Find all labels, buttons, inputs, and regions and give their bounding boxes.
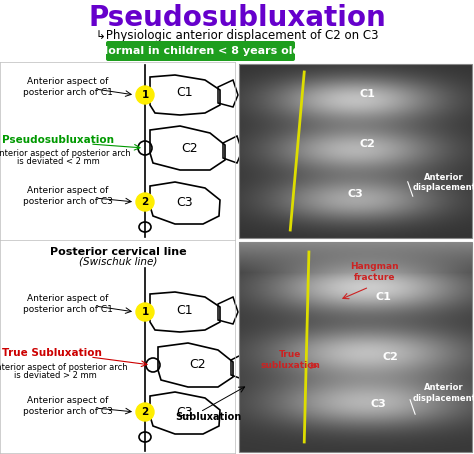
Text: Pseudosubluxation: Pseudosubluxation xyxy=(2,135,114,145)
Circle shape xyxy=(136,303,154,321)
Text: Anterior aspect of
posterior arch of C3: Anterior aspect of posterior arch of C3 xyxy=(23,186,113,206)
Text: Anterior aspect of
posterior arch of C3: Anterior aspect of posterior arch of C3 xyxy=(23,396,113,416)
Text: C1: C1 xyxy=(177,87,193,99)
Text: Pseudosubluxation: Pseudosubluxation xyxy=(88,4,386,32)
Text: If anterior aspect of posterior arch: If anterior aspect of posterior arch xyxy=(0,362,128,371)
Text: True
subluxation: True subluxation xyxy=(260,350,320,370)
Text: is deviated > 2 mm: is deviated > 2 mm xyxy=(14,370,96,380)
Text: Anterior
displacement: Anterior displacement xyxy=(412,173,474,192)
Text: C2: C2 xyxy=(182,142,198,154)
Text: Anterior aspect of
posterior arch of C1: Anterior aspect of posterior arch of C1 xyxy=(23,77,113,97)
Text: Posterior cervical line: Posterior cervical line xyxy=(50,247,186,257)
Text: 2: 2 xyxy=(141,407,149,417)
Circle shape xyxy=(136,403,154,421)
Text: Normal in children < 8 years old: Normal in children < 8 years old xyxy=(100,46,301,56)
Text: C2: C2 xyxy=(190,359,206,371)
Text: is deviated < 2 mm: is deviated < 2 mm xyxy=(17,157,100,166)
Text: Anterior aspect of
posterior arch of C1: Anterior aspect of posterior arch of C1 xyxy=(23,294,113,314)
Text: C2: C2 xyxy=(383,352,398,362)
Text: C3: C3 xyxy=(347,189,364,199)
Text: C3: C3 xyxy=(177,196,193,208)
Text: If anterior aspect of posterior arch: If anterior aspect of posterior arch xyxy=(0,148,130,158)
Circle shape xyxy=(136,86,154,104)
Text: (Swischuk line): (Swischuk line) xyxy=(79,257,157,267)
Text: C1: C1 xyxy=(375,292,392,302)
Text: C3: C3 xyxy=(177,405,193,419)
Text: 2: 2 xyxy=(141,197,149,207)
Text: Subluxation: Subluxation xyxy=(175,412,241,422)
FancyBboxPatch shape xyxy=(106,41,295,61)
Text: 1: 1 xyxy=(141,307,149,317)
Text: True Subluxation: True Subluxation xyxy=(2,348,102,358)
Text: ↳Physiologic anterior displacement of C2 on C3: ↳Physiologic anterior displacement of C2… xyxy=(96,30,378,43)
Text: C3: C3 xyxy=(371,399,387,409)
Text: Anterior
displacement: Anterior displacement xyxy=(412,384,474,403)
Text: 1: 1 xyxy=(141,90,149,100)
Text: C2: C2 xyxy=(359,139,375,149)
Text: Hangman
fracture: Hangman fracture xyxy=(350,262,399,281)
Circle shape xyxy=(136,193,154,211)
Text: C1: C1 xyxy=(177,304,193,316)
Text: C1: C1 xyxy=(359,89,375,99)
